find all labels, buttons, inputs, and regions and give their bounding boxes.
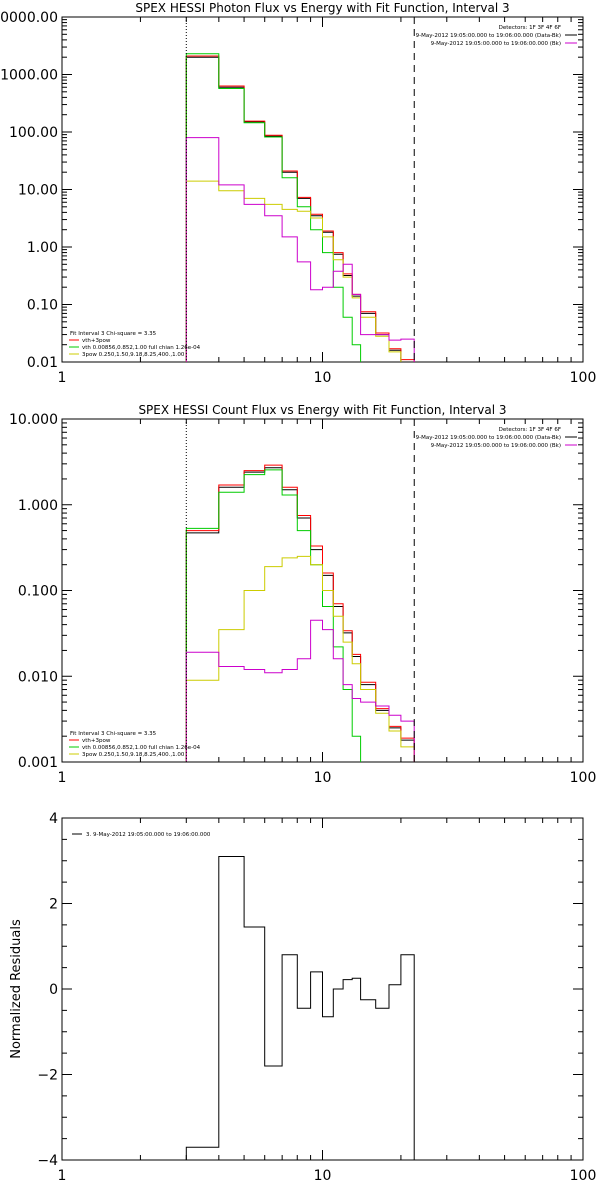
series-group (185, 53, 415, 362)
y-tick-label: 1.00 (27, 240, 58, 256)
x-tick-label: 10 (314, 770, 332, 786)
series-line-4 (185, 180, 402, 362)
legend-text: 9-May-2012 19:05:00.000 to 19:06:00.000 … (416, 33, 561, 39)
y-tick-label: 10.00 (18, 183, 58, 199)
series-line-2 (185, 464, 415, 762)
series-group (185, 464, 415, 762)
x-tick-label: 100 (570, 1168, 597, 1184)
x-tick-label: 10 (314, 1168, 332, 1184)
chart-title: SPEX HESSI Photon Flux vs Energy with Fi… (135, 1, 509, 15)
y-tick-label: 0.010 (18, 669, 58, 685)
y-tick-label: 10000.00 (0, 10, 58, 26)
x-tick-label: 100 (570, 370, 597, 386)
series-group (185, 856, 415, 1160)
x-tick-label: 1 (58, 770, 67, 786)
legend-text: Fit Interval 3 Chi-square = 3.35 (70, 731, 157, 737)
legend-text: vth 0.00856,0.852,1.00 full chian 1.26e-… (82, 345, 201, 351)
legend-text: vth+3pow (82, 738, 111, 744)
chart-panel-3: 1 10 100 −4 −2 0 2 4 Normalized Residuals 3. 9-Ma… (9, 811, 596, 1184)
y-tick-label: −4 (37, 1153, 58, 1169)
series-line-1 (185, 467, 415, 762)
y-tick-label: 10.000 (9, 412, 58, 428)
legend-text: Detectors: 1F 3F 4F 6F (499, 427, 561, 433)
legend-text: 9-May-2012 19:05:00.000 to 19:06:00.000 … (416, 435, 561, 441)
y-tick-label: 0.001 (18, 755, 58, 771)
y-tick-label: 1.000 (18, 498, 58, 514)
x-tick-label: 10 (314, 370, 332, 386)
y-tick-label: 0.100 (18, 584, 58, 600)
series-line-3 (185, 53, 362, 362)
x-tick-label: 1 (58, 370, 67, 386)
legend-text: 3. 9-May-2012 19:05:00.000 to 19:06:00.0… (86, 832, 211, 838)
x-tick-label: 1 (58, 1168, 67, 1184)
y-tick-label: 100.00 (9, 125, 58, 141)
legend-text: 3pow 0.250,1.50,9.18,8.25,400.,1.00 (82, 352, 185, 358)
chart-title: SPEX HESSI Count Flux vs Energy with Fit… (138, 403, 506, 417)
x-tick-label: 100 (570, 770, 597, 786)
series-line-2 (185, 55, 415, 362)
y-tick-label: 0 (49, 982, 58, 998)
legend-text: Fit Interval 3 Chi-square = 3.35 (70, 331, 157, 337)
legend-text: vth 0.00856,0.852,1.00 full chian 1.26e-… (82, 745, 201, 751)
series-line-1 (185, 856, 415, 1160)
legend-text: vth+3pow (82, 338, 111, 344)
chart-panel-2: SPEX HESSI Count Flux vs Energy with Fit… (9, 403, 597, 786)
y-tick-label: 4 (49, 811, 58, 827)
plot-frame (61, 16, 584, 363)
legend-text: 9-May-2012 19:05:00.000 to 19:06:00.000 … (431, 443, 561, 449)
y-tick-label: 1000.00 (0, 68, 58, 84)
series-line-3 (185, 469, 362, 762)
legend-text: 9-May-2012 19:05:00.000 to 19:06:00.000 … (431, 41, 561, 47)
series-line-5 (185, 137, 415, 362)
y-tick-label: 0.10 (27, 298, 58, 314)
y-axis-label: Normalized Residuals (9, 919, 24, 1059)
series-line-1 (185, 56, 415, 362)
legend-text: 3pow 0.250,1.50,9.18,8.25,400.,1.00 (82, 752, 185, 758)
y-tick-label: 0.01 (27, 355, 58, 371)
series-line-5 (185, 619, 415, 762)
y-tick-label: −2 (37, 1068, 58, 1084)
legend-text: Detectors: 1F 3F 4F 6F (499, 25, 561, 31)
chart-panel-1: SPEX HESSI Photon Flux vs Energy with Fi… (0, 1, 596, 386)
y-tick-label: 2 (49, 897, 58, 913)
series-line-4 (185, 555, 415, 762)
